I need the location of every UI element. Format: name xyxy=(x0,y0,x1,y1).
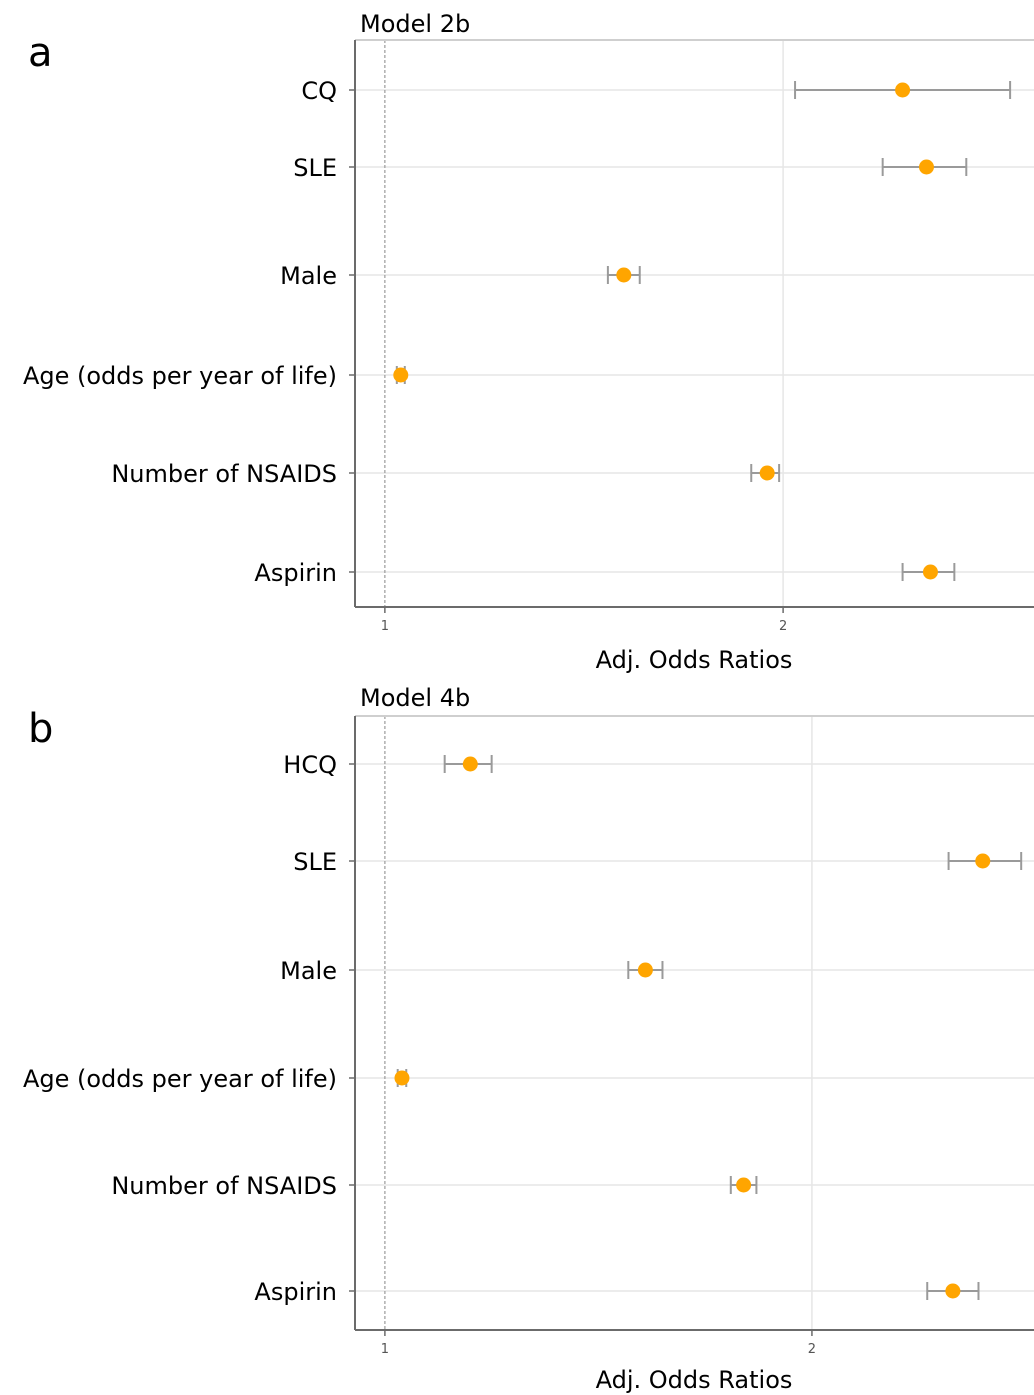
category-label: Male xyxy=(280,957,337,985)
category-label: Age (odds per year of life) xyxy=(23,362,337,390)
odds-ratio-point xyxy=(918,159,934,175)
odds-ratio-point xyxy=(394,1070,410,1086)
category-label: CQ xyxy=(301,77,337,105)
odds-ratio-point xyxy=(736,1177,752,1193)
panel-b: b Model 4b Adj. Odds Ratios 1 2 HCQ SLE Male… xyxy=(23,684,1034,1394)
category-label: Aspirin xyxy=(254,1278,337,1306)
panel-a-label: a xyxy=(28,30,53,76)
panel-b-plot-area: 1 2 HCQ SLE Male Age (odds per year of life) N… xyxy=(23,715,1034,1357)
odds-ratio-point xyxy=(922,564,938,580)
x-tick-label: 2 xyxy=(779,619,787,634)
category-label: Age (odds per year of life) xyxy=(23,1065,337,1093)
category-label: SLE xyxy=(293,848,337,876)
panel-a-xlabel: Adj. Odds Ratios xyxy=(596,646,793,674)
odds-ratio-point xyxy=(393,367,409,383)
odds-ratio-point xyxy=(975,853,991,869)
odds-ratio-point xyxy=(462,756,478,772)
category-label: Aspirin xyxy=(254,559,337,587)
odds-ratio-point xyxy=(895,82,911,98)
odds-ratio-point xyxy=(759,465,775,481)
x-tick-label: 2 xyxy=(808,1342,816,1357)
panel-a: a Model 2b Adj. Odds Ratios 1 2 CQ SLE Male A… xyxy=(23,10,1034,674)
panel-a-title: Model 2b xyxy=(360,10,470,38)
category-label: Number of NSAIDS xyxy=(111,1172,337,1200)
category-label: Number of NSAIDS xyxy=(111,460,337,488)
panel-b-title: Model 4b xyxy=(360,684,470,712)
odds-ratio-point xyxy=(637,962,653,978)
odds-ratio-point xyxy=(945,1283,961,1299)
odds-ratio-point xyxy=(616,267,632,283)
panel-b-xlabel: Adj. Odds Ratios xyxy=(596,1366,793,1394)
category-label: Male xyxy=(280,262,337,290)
x-tick-label: 1 xyxy=(381,1342,389,1357)
panel-a-plot-area: 1 2 CQ SLE Male Age (odds per year of life) Nu… xyxy=(23,39,1034,634)
x-tick-label: 1 xyxy=(381,619,389,634)
panel-b-label: b xyxy=(28,706,53,752)
category-label: HCQ xyxy=(283,751,337,779)
category-label: SLE xyxy=(293,154,337,182)
